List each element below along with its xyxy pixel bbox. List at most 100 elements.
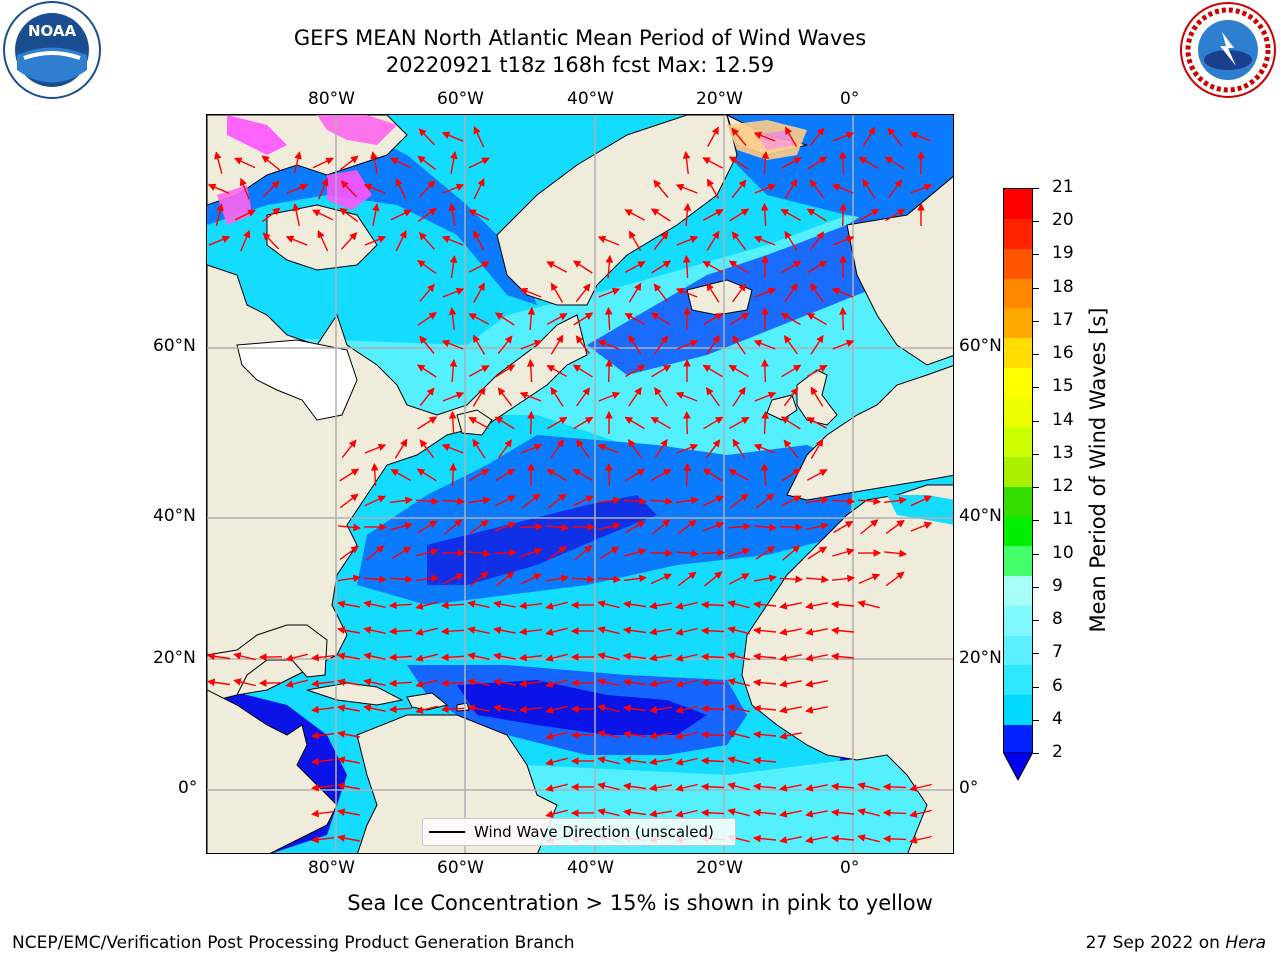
wind-arrow-head: [518, 601, 527, 610]
wind-arrow-head: [830, 600, 839, 609]
wind-arrow-head: [337, 730, 346, 738]
wind-arrow-head: [457, 549, 466, 557]
wind-arrow-head: [700, 627, 709, 635]
wind-arrow-head: [415, 680, 424, 688]
wind-arrow-head: [717, 549, 726, 557]
wind-arrow-head: [440, 679, 449, 688]
wind-arrow-head: [792, 260, 802, 269]
wind-arrow-head: [648, 679, 658, 688]
wind-arrow-head: [870, 208, 880, 217]
colorbar-band: [1004, 278, 1032, 309]
wind-arrow-head: [312, 209, 321, 217]
wind-arrow-head: [760, 462, 769, 471]
wind-arrow-head: [715, 209, 724, 217]
wind-arrow-head: [337, 756, 346, 764]
wind-arrow-head: [509, 548, 518, 557]
wind-arrow-head: [728, 156, 738, 164]
wind-arrow-head: [612, 496, 622, 505]
colorbar-tick: [1033, 719, 1039, 721]
wind-arrow-head: [660, 335, 669, 344]
lon-label-bottom-80w: 80°W: [308, 858, 355, 878]
wind-arrow-head: [752, 756, 761, 765]
wind-arrow-head: [675, 706, 684, 714]
wind-arrow-head: [337, 808, 346, 816]
wind-arrow-head: [427, 180, 436, 189]
wind-arrow-head: [792, 364, 802, 372]
lon-label-bottom-60w: 60°W: [437, 858, 484, 878]
wind-arrow-head: [403, 209, 412, 217]
colorbar-tick: [1033, 487, 1039, 489]
wind-arrow-head: [816, 127, 825, 136]
wind-arrow-head: [493, 600, 502, 608]
map-legend: Wind Wave Direction (unscaled): [422, 818, 736, 846]
colorbar-tick-label: 13: [1052, 442, 1074, 463]
wind-arrow-head: [896, 519, 905, 528]
wind-arrow-head: [868, 126, 876, 136]
wind-arrow-head: [795, 575, 804, 584]
wind-arrow-head: [634, 386, 642, 396]
wind-arrow-head: [363, 652, 372, 660]
wind-arrow-head: [546, 365, 555, 373]
wind-arrow-head: [706, 178, 715, 188]
wind-arrow-head: [820, 522, 829, 530]
wind-arrow-head: [753, 131, 763, 139]
wind-arrow-head: [648, 601, 658, 610]
nws-logo: [1178, 0, 1278, 100]
wind-arrow-head: [653, 283, 662, 292]
wind-arrow-head: [550, 282, 559, 292]
wind-arrow-head: [207, 678, 216, 687]
wind-arrow-head: [830, 834, 839, 843]
lon-label-top-80w: 80°W: [308, 89, 355, 109]
chart-title: GEFS MEAN North Atlantic Mean Period of …: [293, 26, 867, 50]
wind-arrow-head: [233, 652, 242, 660]
wind-arrow-head: [550, 386, 558, 396]
wind-arrow-head: [806, 312, 816, 321]
wind-arrow-head: [377, 443, 387, 451]
colorbar-band: [1004, 516, 1032, 547]
wind-arrow-head: [675, 758, 684, 766]
wind-arrow-head: [337, 600, 346, 608]
wind-arrow-head: [831, 287, 841, 295]
wind-arrow-head: [675, 810, 684, 818]
footer-date: 27 Sep 2022 on Hera: [1086, 933, 1266, 953]
colorbar-band: [1004, 426, 1032, 458]
colorbar-tick-label: 12: [1052, 476, 1074, 497]
wind-arrow-head: [700, 783, 709, 791]
wind-arrow-head: [375, 545, 385, 554]
wind-arrow-head: [388, 705, 397, 714]
wind-arrow-head: [761, 306, 769, 315]
colorbar-tick: [1033, 753, 1039, 754]
lon-label-top-60w: 60°W: [437, 89, 484, 109]
wind-arrow-head: [363, 704, 372, 712]
wind-arrow-head: [715, 521, 725, 529]
wind-arrow-head: [783, 335, 792, 344]
wind-arrow-head: [597, 678, 606, 686]
wind-arrow-head: [417, 260, 426, 268]
wind-arrow-head: [363, 678, 372, 686]
colorbar-tick: [1033, 453, 1039, 455]
wind-arrow-head: [405, 575, 414, 584]
wind-arrow-head: [728, 260, 738, 268]
wind-arrow-head: [415, 654, 424, 662]
colorbar-band: [1004, 367, 1032, 398]
map-panel: [206, 114, 954, 854]
wind-arrow-head: [419, 335, 428, 344]
wind-arrow-head: [467, 704, 476, 712]
wind-arrow-head: [705, 387, 714, 396]
wind-arrow-head: [363, 183, 373, 191]
wind-arrow-head: [700, 705, 709, 713]
wind-arrow-head: [388, 679, 397, 688]
wind-arrow-head: [675, 391, 685, 399]
wind-arrow-head: [285, 654, 294, 662]
wind-arrow-head: [519, 391, 529, 399]
wind-arrow-head: [597, 730, 606, 738]
wind-arrow-head: [612, 522, 621, 530]
wind-arrow-head: [379, 575, 388, 584]
colorbar-tick: [1033, 520, 1039, 522]
wind-arrow-head: [233, 678, 242, 686]
lon-label-top-20w: 20°W: [696, 89, 743, 109]
wind-arrow-head: [481, 365, 490, 373]
wind-arrow-head: [805, 836, 814, 844]
wind-arrow-head: [582, 387, 591, 396]
wind-arrow-head: [337, 834, 346, 842]
